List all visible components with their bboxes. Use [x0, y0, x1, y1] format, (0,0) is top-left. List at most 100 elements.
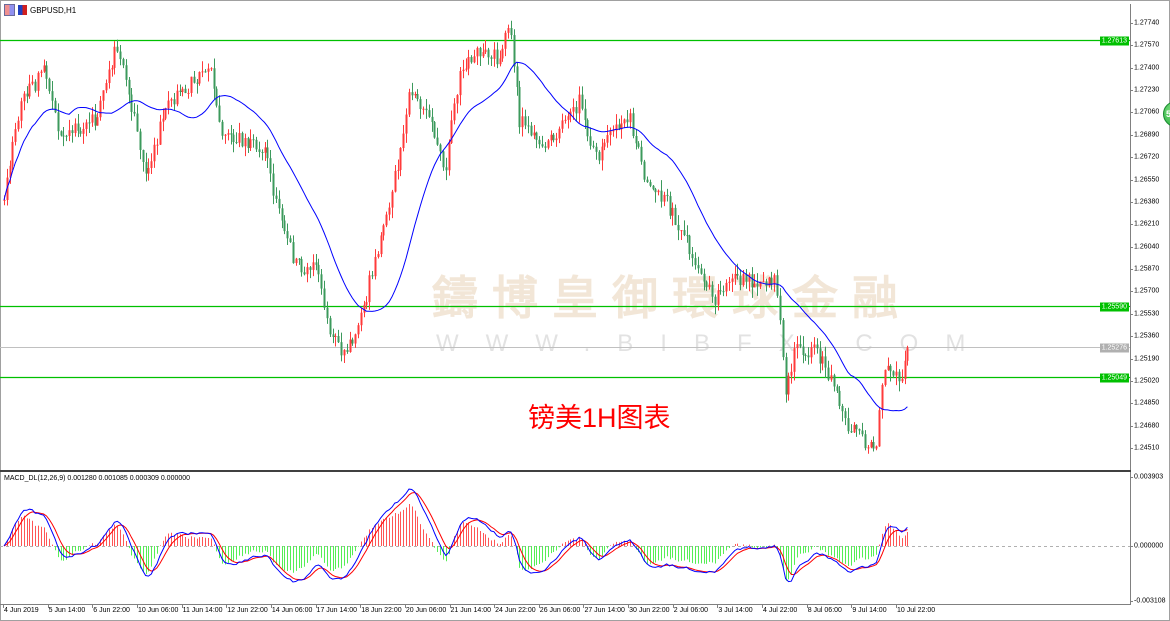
price-axis[interactable] [1130, 4, 1131, 470]
bear-candle [116, 46, 119, 52]
bull-candle [895, 371, 898, 376]
macd-tick [1130, 600, 1133, 602]
bear-candle [618, 124, 621, 130]
bull-candle [567, 116, 570, 120]
time-tick [92, 605, 94, 608]
bull-candle [609, 131, 612, 136]
bull-candle [748, 274, 751, 282]
bear-candle [889, 365, 892, 372]
bull-candle [391, 191, 394, 208]
time-tick-label: 26 Jun 06:00 [539, 607, 581, 614]
bear-candle [221, 121, 224, 136]
bear-candle [898, 371, 901, 382]
bull-candle [224, 134, 227, 136]
level-price-badge: 1.25590 [1099, 302, 1129, 311]
price-tick-label: 1.26720 [1134, 153, 1160, 161]
bear-candle [586, 120, 589, 137]
bull-candle [363, 304, 366, 313]
bull-candle [555, 138, 558, 141]
price-tick [1130, 403, 1133, 405]
price-tick-label: 1.26210 [1134, 220, 1160, 228]
price-tick-label: 1.26890 [1134, 131, 1160, 139]
bull-candle [360, 312, 363, 326]
bull-candle [793, 348, 796, 372]
bear-candle [799, 344, 802, 347]
watermark-brand: 鑄博皇御環球金融 [432, 272, 912, 324]
bear-candle [281, 208, 284, 221]
bull-candle [884, 369, 887, 385]
bull-candle [374, 256, 377, 277]
bear-candle [637, 143, 640, 147]
bear-candle [326, 307, 329, 319]
bear-candle [283, 220, 286, 232]
time-tick [896, 605, 897, 608]
price-tick [1130, 134, 1133, 136]
bear-candle [654, 189, 657, 193]
bull-candle [102, 90, 105, 101]
bear-candle [445, 167, 448, 171]
bull-candle [881, 384, 884, 411]
time-tick-label: 17 Jun 14:00 [316, 607, 358, 614]
chart-symbol-title: GBPUSD,H1 [30, 5, 77, 15]
bear-candle [436, 137, 439, 145]
bear-candle [286, 231, 289, 239]
time-tick-label: 24 Jun 22:00 [495, 607, 536, 614]
bull-candle [615, 124, 618, 131]
price-tick [1130, 336, 1133, 338]
bear-candle [510, 28, 513, 36]
bull-candle [394, 170, 397, 192]
chart-window-icon[interactable] [4, 4, 15, 16]
bear-candle [838, 390, 841, 406]
bear-candle [824, 356, 827, 368]
bear-candle [632, 113, 635, 137]
time-axis[interactable] [0, 604, 1131, 605]
bull-candle [734, 273, 737, 279]
bear-candle [844, 411, 847, 419]
bull-candle [448, 143, 451, 171]
bull-candle [578, 94, 581, 114]
bear-candle [470, 57, 473, 63]
bull-candle [476, 47, 479, 57]
bear-candle [649, 182, 652, 186]
time-tick [270, 605, 272, 608]
bear-candle [552, 134, 555, 141]
bear-candle [79, 130, 82, 134]
bear-candle [635, 136, 638, 144]
bull-candle [904, 360, 907, 379]
bull-candle [82, 128, 85, 134]
bear-candle [592, 145, 595, 147]
bull-candle [201, 71, 204, 73]
bull-candle [74, 123, 77, 134]
bull-candle [85, 122, 88, 129]
bull-candle [657, 190, 660, 193]
bull-candle [17, 120, 20, 130]
pane-separator[interactable] [0, 470, 1131, 472]
bull-candle [459, 71, 462, 96]
time-tick [136, 605, 138, 608]
bear-candle [770, 277, 773, 285]
bull-candle [397, 169, 400, 171]
bear-candle [193, 76, 196, 83]
bear-candle [807, 355, 810, 358]
bull-candle [787, 375, 790, 395]
macd-tick [1130, 476, 1133, 478]
bull-candle [680, 230, 683, 232]
time-tick-label: 6 Jun 22:00 [93, 607, 130, 614]
bear-candle [538, 139, 541, 145]
bear-candle [816, 344, 819, 349]
bear-candle [65, 135, 68, 137]
bull-candle [312, 262, 315, 270]
bear-candle [323, 288, 326, 308]
bull-candle [382, 225, 385, 236]
bear-candle [595, 146, 598, 152]
price-tick [1130, 425, 1133, 427]
chart-caption: 镑美1H图表 [528, 403, 671, 433]
bull-candle [533, 132, 536, 136]
bear-candle [145, 161, 148, 174]
bull-candle [813, 344, 816, 348]
bear-candle [125, 65, 128, 80]
price-tick [1130, 23, 1133, 24]
macd-axis [1130, 472, 1131, 605]
price-tick [1130, 358, 1133, 360]
